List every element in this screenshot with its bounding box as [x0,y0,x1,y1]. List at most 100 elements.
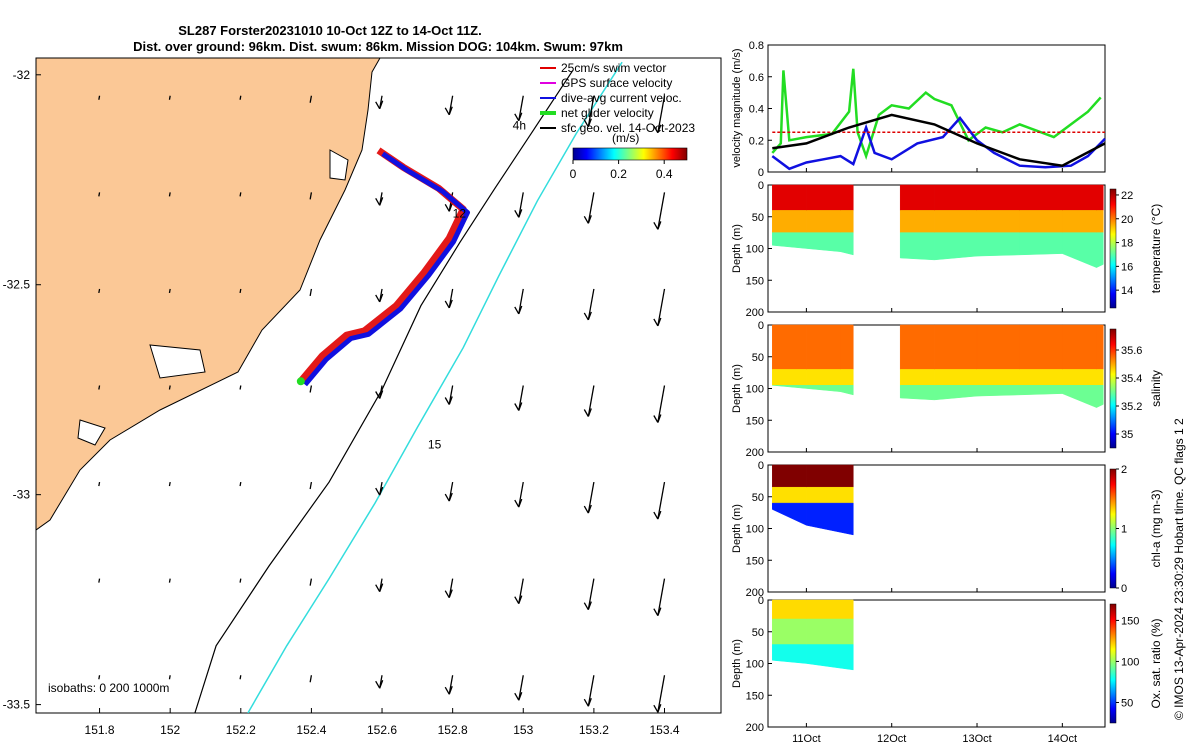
section-colorbar-tick-label: 20 [1121,214,1133,226]
section-y-tick-label: 100 [746,524,764,536]
map-annotation: 12 [453,207,467,221]
time-tick-label: 11Oct [792,733,821,745]
section-layer [899,210,935,233]
velocity-arrow [583,578,595,610]
section-colorbar-label: salinity [1149,370,1163,407]
section-layer [899,184,935,211]
legend-label: GPS surface velocity [561,76,672,90]
section-layer [899,232,935,261]
section-colorbar-label: chl-a (mg m-3) [1149,489,1163,567]
section-layer [1019,232,1063,256]
section-layer [1019,385,1063,396]
section-y-tick-label: 150 [746,275,764,287]
map-x-tick-label: 151.8 [85,723,115,737]
section-colorbar-tick-label: 50 [1121,697,1133,709]
section-colorbar-label: Ox. sat. ratio (%) [1149,618,1163,708]
section-y-tick-label: 100 [746,384,764,396]
section-colorbar-label: temperature (°C) [1149,204,1163,294]
time-tick-label: 14Oct [1048,733,1077,745]
velocity-panel: 0 0.2 0.4 0.6 0.8 velocity magnitude (m/s) [731,40,1106,179]
map-y-tick-label: -33.5 [3,698,31,712]
section-layer [1096,210,1104,233]
velocity-arrow [375,385,384,399]
map-panel: 151.8 152 152.2 152.4 152.6 152.8 153 153.2 153.… [3,57,722,737]
velocity-arrow [375,95,384,110]
velocity-arrow [375,675,384,689]
section-y-tick-label: 0 [758,320,764,332]
velocity-arrow [444,675,454,695]
velocity-y-tick-label: 0.2 [749,135,764,147]
section-layer [840,184,854,211]
velocity-arrow [583,675,595,707]
section-layer [840,210,854,233]
velocity-arrow [98,578,101,583]
section-y-tick-label: 150 [746,555,764,567]
section-y-tick-label: 50 [752,492,764,504]
section-layer [976,385,1020,397]
velocity-arrow [375,192,384,206]
chart-title-line2: Dist. over ground: 96km. Dist. swum: 86k… [133,39,623,54]
velocity-arrow [168,288,171,294]
velocity-arrow [583,481,595,514]
section-colorbar-tick-label: 100 [1121,656,1139,668]
coastline-inlet [77,149,349,446]
colorbar-tick-label: 0 [570,167,577,181]
velocity-arrow [653,385,666,423]
section-layer [976,324,1020,370]
section-colorbar-tick-label: 22 [1121,190,1133,202]
velocity-arrow [239,481,242,487]
section-colorbar-tick-label: 35.6 [1121,345,1142,357]
velocity-arrow [444,578,454,598]
legend-entry: 25cm/s swim vector [540,61,666,75]
section-colorbar-tick-label: 2 [1121,464,1127,476]
map-x-tick-label: 152 [160,723,180,737]
map-y-tick-label: -33 [13,488,31,502]
velocity-arrow [309,481,313,490]
velocity-y-tick-label: 0.6 [749,72,764,84]
velocity-arrow [375,288,384,303]
velocity-arrow [239,385,242,390]
section-layer [772,369,807,386]
section-layer [772,599,807,620]
section-y-tick-label: 200 [746,587,764,599]
velocity-y-ticks: 0 0.2 0.4 0.6 0.8 [749,40,772,179]
velocity-arrow [514,385,524,411]
velocity-arrow [444,288,454,309]
colorbar-gradient [572,147,688,161]
section-layer [1096,184,1104,211]
section-colorbar-tick-label: 0 [1121,583,1127,595]
section-layer [772,618,807,645]
map-frame [35,57,722,714]
section-layer [806,486,854,504]
velocity-arrow [168,95,171,100]
legend-label: dive-avg current veloc. [561,91,682,105]
velocity-arrow [653,288,666,327]
section-layer [1019,369,1063,386]
section-layer [976,232,1020,257]
velocity-arrow [98,481,101,487]
time-axis-ticks: 11Oct 12Oct 13Oct 14Oct [792,168,1077,745]
section-colorbar [1109,188,1117,309]
section-layer [899,369,935,386]
velocity-frame [767,44,1106,173]
velocity-arrow [583,192,595,224]
velocity-arrow [309,675,313,683]
map-y-ticks: -32 -32.5 -33 -33.5 [3,68,41,712]
section-layer [934,184,978,211]
section-y-tick-label: 0 [758,595,764,607]
map-x-tick-label: 152.8 [438,723,468,737]
velocity-arrow [309,192,313,200]
section-y-tick-label: 200 [746,447,764,459]
velocity-arrow [653,192,666,230]
section-layer [806,618,854,645]
current-velocity-track [303,151,470,387]
velocity-arrow [514,481,524,508]
section-colorbar-tick-label: 14 [1121,285,1133,297]
section-layer [772,184,807,211]
section-panel-temperature: 0 50 100 150 200 Depth (m) 14 16 18 20 22 temperatu… [731,180,1163,319]
section-layer [1062,369,1097,386]
section-layer [1062,210,1097,233]
section-layer [976,184,1020,211]
